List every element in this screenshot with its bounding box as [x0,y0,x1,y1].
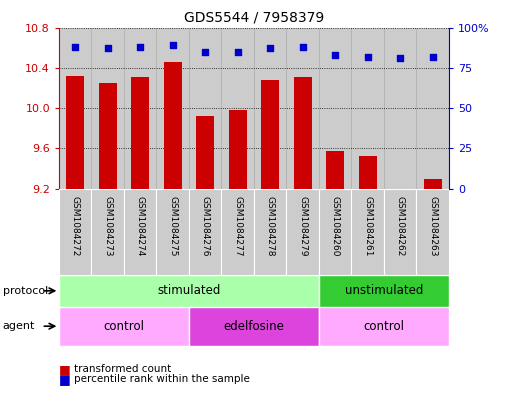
Bar [189,189,222,275]
Text: GSM1084278: GSM1084278 [266,196,274,256]
Bar [384,189,417,275]
Text: GSM1084261: GSM1084261 [363,196,372,256]
Text: agent: agent [3,321,35,331]
Text: protocol: protocol [3,286,48,296]
Point [396,55,404,61]
Point [299,44,307,50]
Bar [222,189,254,275]
Text: percentile rank within the sample: percentile rank within the sample [74,374,250,384]
Bar [424,178,442,189]
Point [233,48,242,55]
Bar [417,28,449,189]
Text: GSM1084272: GSM1084272 [71,196,80,256]
Bar [359,156,377,189]
Point [104,45,112,51]
Point [169,42,177,48]
Text: GSM1084277: GSM1084277 [233,196,242,256]
Bar [351,189,384,275]
Bar [384,28,417,189]
Bar [326,151,344,189]
Bar [261,80,279,189]
Text: GSM1084263: GSM1084263 [428,196,437,256]
Text: GSM1084262: GSM1084262 [396,196,405,256]
Point [71,44,80,50]
Bar [66,76,84,189]
Text: control: control [363,320,404,333]
Point [428,53,437,60]
Text: GSM1084274: GSM1084274 [136,196,145,256]
Text: transformed count: transformed count [74,364,172,375]
Text: GSM1084260: GSM1084260 [331,196,340,256]
Bar [131,77,149,189]
Point [266,45,274,51]
Bar [351,28,384,189]
Point [364,53,372,60]
Bar [417,189,449,275]
Bar [124,28,156,189]
Bar [164,62,182,189]
Bar [59,189,91,275]
Text: GSM1084279: GSM1084279 [298,196,307,256]
Bar [59,307,189,346]
Bar [59,28,91,189]
Bar [254,28,286,189]
Bar [222,28,254,189]
Bar [189,307,319,346]
Bar [286,189,319,275]
Text: GSM1084275: GSM1084275 [168,196,177,256]
Point [331,52,339,58]
Text: ■: ■ [59,363,71,376]
Bar [319,275,449,307]
Bar [189,28,222,189]
Bar [156,189,189,275]
Text: control: control [104,320,145,333]
Text: unstimulated: unstimulated [345,284,423,298]
Bar [319,28,351,189]
Bar [294,77,311,189]
Bar [91,189,124,275]
Bar [254,189,286,275]
Bar [319,307,449,346]
Bar [59,275,319,307]
Bar [286,28,319,189]
Bar [124,189,156,275]
Bar [156,28,189,189]
Point [136,44,144,50]
Bar [99,83,116,189]
Text: stimulated: stimulated [157,284,221,298]
Title: GDS5544 / 7958379: GDS5544 / 7958379 [184,11,324,25]
Text: ■: ■ [59,373,71,386]
Text: GSM1084276: GSM1084276 [201,196,210,256]
Text: edelfosine: edelfosine [224,320,284,333]
Text: GSM1084273: GSM1084273 [103,196,112,256]
Bar [91,28,124,189]
Point [201,48,209,55]
Bar [196,116,214,189]
Bar [229,110,247,189]
Bar [319,189,351,275]
